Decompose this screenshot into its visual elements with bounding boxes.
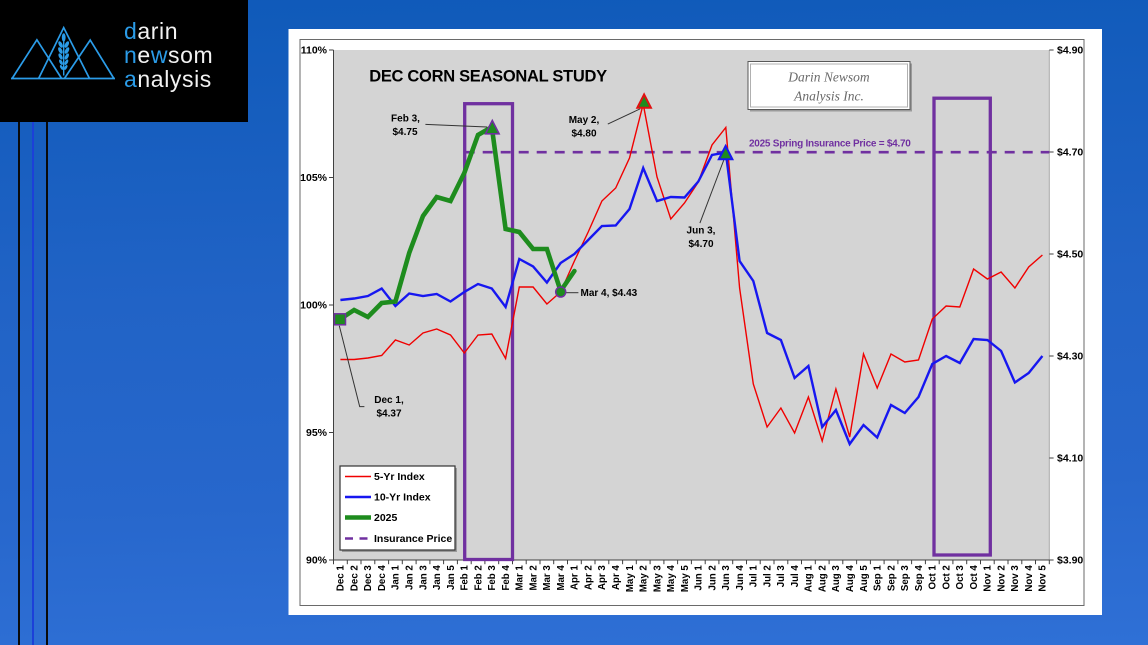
svg-text:Apr 4: Apr 4 [611, 565, 622, 590]
svg-text:Dec 4: Dec 4 [377, 565, 388, 591]
svg-text:Feb 2: Feb 2 [473, 565, 484, 590]
svg-text:Nov 2: Nov 2 [996, 565, 1007, 591]
svg-text:Dec 1,: Dec 1, [374, 395, 404, 406]
svg-text:Dec 1: Dec 1 [336, 565, 347, 591]
svg-text:Jul 3: Jul 3 [776, 565, 787, 588]
svg-text:Jan 3: Jan 3 [418, 565, 429, 590]
svg-text:$3.90: $3.90 [1057, 555, 1083, 567]
svg-text:Aug 4: Aug 4 [845, 565, 856, 593]
svg-text:Sep 2: Sep 2 [886, 565, 897, 591]
svg-text:Feb 3: Feb 3 [487, 565, 498, 591]
svg-text:May 2: May 2 [639, 565, 650, 592]
svg-text:Oct 1: Oct 1 [928, 565, 939, 590]
svg-text:5-Yr Index: 5-Yr Index [374, 471, 425, 483]
svg-text:Dec 3: Dec 3 [363, 565, 374, 591]
svg-text:2025 Spring Insurance Price =: 2025 Spring Insurance Price = $4.70 [749, 139, 911, 150]
svg-text:Oct 2: Oct 2 [941, 565, 952, 589]
svg-text:Jul 4: Jul 4 [790, 565, 801, 588]
svg-text:$4.70: $4.70 [688, 239, 713, 250]
svg-text:Mar 4, $4.43: Mar 4, $4.43 [581, 288, 638, 299]
svg-text:May 1: May 1 [625, 565, 636, 593]
svg-text:$4.90: $4.90 [1057, 45, 1083, 57]
svg-text:Jun 3: Jun 3 [721, 565, 732, 591]
svg-text:95%: 95% [306, 427, 328, 439]
svg-text:Oct 3: Oct 3 [955, 565, 966, 590]
svg-text:Nov 5: Nov 5 [1038, 565, 1049, 592]
svg-text:110%: 110% [301, 45, 328, 57]
svg-text:May 2,: May 2, [569, 115, 600, 126]
svg-text:$4.30: $4.30 [1057, 351, 1083, 363]
svg-text:May 3: May 3 [652, 565, 663, 593]
svg-text:May 4: May 4 [666, 565, 677, 593]
svg-text:Apr 1: Apr 1 [570, 565, 581, 590]
svg-text:Nov 1: Nov 1 [983, 565, 994, 592]
svg-text:Aug 5: Aug 5 [859, 565, 870, 593]
svg-text:Jul 2: Jul 2 [762, 565, 773, 587]
svg-text:Aug 2: Aug 2 [818, 565, 829, 592]
svg-text:Jun 2: Jun 2 [707, 565, 718, 590]
svg-text:$4.80: $4.80 [571, 129, 596, 140]
svg-text:$4.70: $4.70 [1057, 147, 1083, 159]
svg-text:Feb 4: Feb 4 [501, 565, 512, 591]
svg-text:Jan 2: Jan 2 [405, 565, 416, 590]
svg-text:100%: 100% [300, 300, 328, 312]
svg-text:Jun 1: Jun 1 [694, 565, 705, 591]
svg-text:Darin Newsom: Darin Newsom [787, 70, 870, 85]
svg-text:2025: 2025 [374, 512, 398, 524]
svg-text:90%: 90% [306, 555, 328, 567]
svg-text:Jun 4: Jun 4 [735, 565, 746, 591]
svg-text:Sep 1: Sep 1 [873, 565, 884, 591]
svg-text:Feb 1: Feb 1 [460, 565, 471, 591]
svg-text:Feb 3,: Feb 3, [391, 114, 420, 125]
svg-text:Jan 4: Jan 4 [432, 565, 443, 590]
svg-text:Jan 5: Jan 5 [446, 565, 457, 590]
svg-text:DEC CORN SEASONAL STUDY: DEC CORN SEASONAL STUDY [369, 68, 607, 86]
svg-text:Apr 2: Apr 2 [584, 565, 595, 590]
svg-text:$4.50: $4.50 [1057, 249, 1083, 261]
svg-text:Apr 3: Apr 3 [597, 565, 608, 590]
svg-text:Sep 3: Sep 3 [900, 565, 911, 591]
svg-text:Aug 3: Aug 3 [831, 565, 842, 593]
svg-text:Insurance Price: Insurance Price [374, 533, 452, 545]
svg-text:$4.75: $4.75 [392, 127, 417, 138]
svg-text:Oct 4: Oct 4 [969, 565, 980, 590]
svg-text:105%: 105% [300, 172, 328, 184]
svg-text:Mar 3: Mar 3 [542, 565, 553, 591]
svg-text:Analysis Inc.: Analysis Inc. [793, 89, 864, 104]
svg-text:Mar 4: Mar 4 [556, 565, 567, 591]
svg-text:Jan 1: Jan 1 [391, 565, 402, 590]
svg-text:Nov 3: Nov 3 [1010, 565, 1021, 592]
svg-text:Nov 4: Nov 4 [1024, 565, 1035, 592]
svg-text:May 5: May 5 [680, 565, 691, 593]
svg-text:Mar 2: Mar 2 [528, 565, 539, 590]
svg-text:Aug 1: Aug 1 [804, 565, 815, 593]
svg-text:Dec 2: Dec 2 [349, 565, 360, 591]
svg-text:Jun 3,: Jun 3, [687, 226, 716, 237]
svg-text:Jul 1: Jul 1 [749, 565, 760, 588]
svg-text:Sep 4: Sep 4 [914, 565, 925, 591]
svg-text:$4.37: $4.37 [376, 409, 401, 420]
svg-text:Mar 1: Mar 1 [515, 565, 526, 591]
svg-text:10-Yr Index: 10-Yr Index [374, 492, 431, 504]
svg-text:$4.10: $4.10 [1057, 453, 1083, 465]
